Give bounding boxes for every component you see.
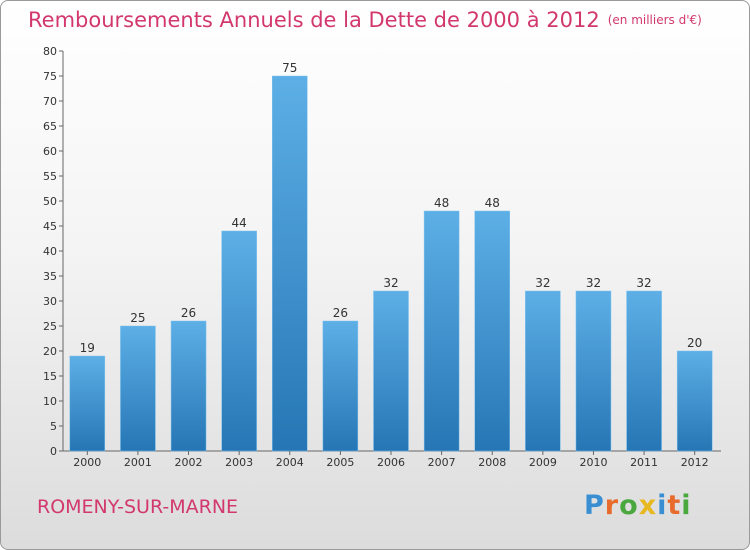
x-tick-label: 2003: [225, 456, 253, 469]
bar-value-label: 48: [485, 196, 500, 210]
logo-letter: t: [667, 490, 682, 521]
town-name: ROMENY-SUR-MARNE: [37, 496, 239, 518]
x-tick-label: 2007: [428, 456, 456, 469]
x-tick-label: 2004: [276, 456, 304, 469]
y-tick-label: 45: [43, 220, 57, 233]
y-tick-label: 35: [43, 270, 57, 283]
bar-value-label: 32: [586, 276, 601, 290]
bar: [170, 320, 207, 452]
x-tick-label: 2002: [175, 456, 203, 469]
bar-value-label: 44: [232, 216, 247, 230]
bar-value-label: 32: [383, 276, 398, 290]
bar-value-label: 26: [333, 306, 348, 320]
bar: [272, 75, 308, 452]
logo-letter: o: [619, 490, 639, 521]
y-tick-label: 5: [50, 420, 57, 433]
logo-letter: P: [584, 490, 605, 521]
y-tick-label: 70: [43, 95, 57, 108]
bar-value-label: 32: [636, 276, 651, 290]
bar-value-label: 20: [687, 336, 702, 350]
logo-letter: x: [638, 490, 658, 521]
y-tick-label: 25: [43, 320, 57, 333]
x-tick-label: 2011: [630, 456, 658, 469]
y-tick-label: 30: [43, 295, 57, 308]
x-tick-label: 2006: [377, 456, 405, 469]
bar: [626, 290, 662, 452]
bar: [69, 355, 106, 452]
x-tick-label: 2008: [478, 456, 506, 469]
chart-title-text: Remboursements Annuels de la Dette de 20…: [28, 8, 600, 32]
y-tick-label: 10: [43, 395, 57, 408]
y-tick-label: 60: [43, 145, 57, 158]
bar: [322, 320, 359, 452]
y-tick-label: 40: [43, 245, 57, 258]
y-tick-label: 55: [43, 170, 57, 183]
y-tick-label: 50: [43, 195, 57, 208]
bar: [373, 290, 409, 452]
y-tick-label: 0: [50, 445, 57, 458]
x-tick-label: 2009: [529, 456, 557, 469]
proxiti-logo: Proxiti: [584, 490, 692, 521]
logo-letter: i: [657, 490, 668, 521]
logo-letter: i: [681, 490, 692, 521]
chart-unit-label: (en milliers d'€): [607, 13, 702, 27]
bar: [575, 290, 612, 452]
bar-value-label: 75: [282, 61, 297, 75]
x-tick-label: 2012: [681, 456, 709, 469]
bar: [423, 210, 460, 452]
bar: [676, 350, 713, 452]
bar-value-label: 48: [434, 196, 449, 210]
chart-title: Remboursements Annuels de la Dette de 20…: [28, 8, 702, 32]
x-tick-label: 2001: [124, 456, 152, 469]
y-tick-label: 75: [43, 70, 57, 83]
x-tick-label: 2010: [579, 456, 607, 469]
bar-value-label: 25: [130, 311, 145, 325]
y-tick-label: 15: [43, 370, 57, 383]
bar-value-label: 19: [80, 341, 95, 355]
bar: [474, 210, 510, 452]
logo-letter: r: [604, 490, 620, 521]
bar: [120, 325, 156, 452]
y-tick-label: 65: [43, 120, 57, 133]
bar: [525, 290, 561, 452]
bar-value-label: 32: [535, 276, 550, 290]
y-tick-label: 20: [43, 345, 57, 358]
bar: [221, 230, 257, 452]
x-tick-label: 2005: [326, 456, 354, 469]
x-tick-label: 2000: [73, 456, 101, 469]
bar-value-label: 26: [181, 306, 196, 320]
y-tick-label: 80: [43, 45, 57, 58]
